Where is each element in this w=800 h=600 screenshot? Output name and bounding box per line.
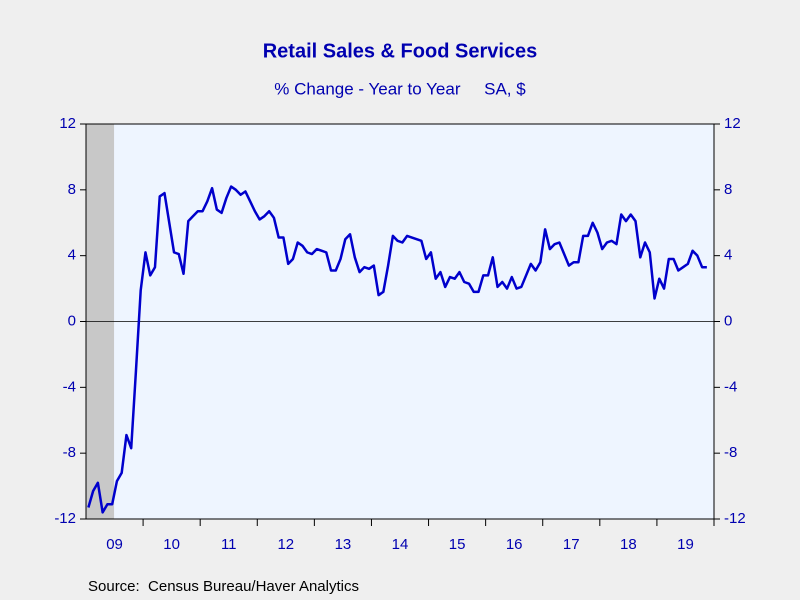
y-tick-label: 8 [68,181,76,198]
x-tick-label: 13 [335,536,352,553]
y2-tick-label: -12 [724,510,746,527]
chart-subtitle: % Change - Year to Year SA, $ [274,79,526,98]
y-tick-label: -4 [63,378,76,395]
chart-title: Retail Sales & Food Services [263,40,538,62]
y2-tick-label: 8 [724,181,732,198]
x-tick-label: 18 [620,536,637,553]
x-tick-label: 15 [449,536,466,553]
y2-tick-label: -4 [724,378,737,395]
source: Source: Census Bureau/Haver Analytics [88,578,359,595]
y2-tick-label: -8 [724,444,737,461]
x-tick-label: 12 [277,536,294,553]
y2-tick-label: 12 [724,115,741,132]
x-tick-label: 09 [106,536,123,553]
y-tick-label: -8 [63,444,76,461]
y-tick-label: 0 [68,312,76,329]
x-tick-label: 19 [677,536,694,553]
x-tick-label: 14 [392,536,409,553]
x-tick-label: 16 [506,536,523,553]
x-tick-label: 11 [221,536,237,553]
x-tick-label: 17 [563,536,580,553]
y-tick-label: 4 [68,247,76,264]
x-tick-label: 10 [163,536,180,553]
series-line [87,185,707,514]
y-tick-label: 12 [59,115,76,132]
y-tick-label: -12 [54,510,76,527]
y2-tick-label: 0 [724,312,732,329]
y2-tick-label: 4 [724,247,732,264]
